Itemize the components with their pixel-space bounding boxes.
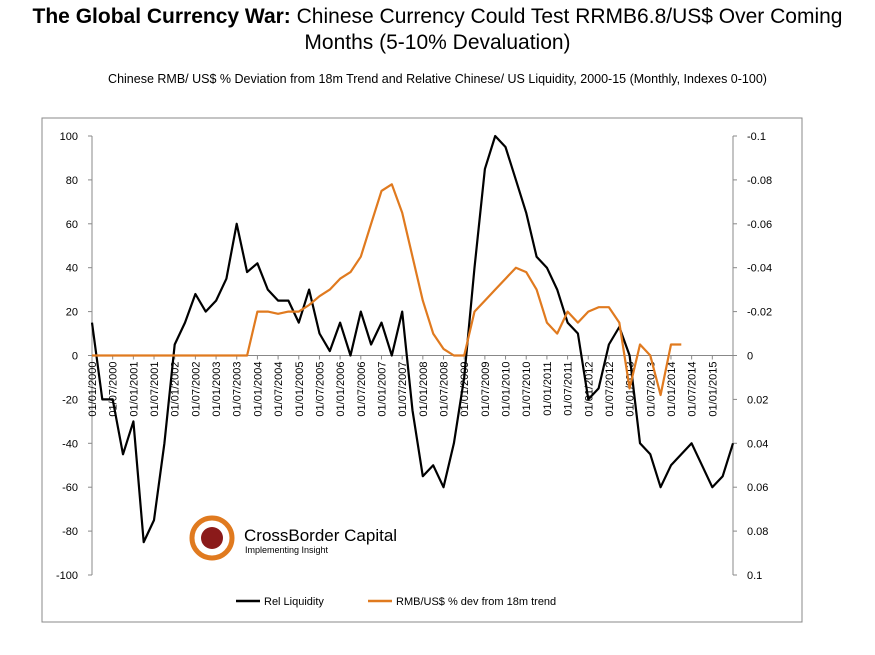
x-tick-label: 01/01/2007	[376, 362, 388, 417]
x-tick-label: 01/01/2004	[252, 362, 264, 417]
x-tick-label: 01/07/2009	[480, 362, 492, 417]
x-tick-label: 01/07/2006	[356, 362, 368, 417]
x-tick-label: 01/01/2010	[501, 362, 513, 417]
y-tick-label: -40	[62, 438, 78, 450]
x-tick-label: 01/01/2008	[418, 362, 430, 417]
y2-tick-label: 0.1	[747, 570, 762, 582]
x-tick-label: 01/07/2012	[604, 362, 616, 417]
x-tick-label: 01/07/2014	[687, 362, 699, 417]
legend-label: Rel Liquidity	[264, 596, 324, 608]
y-tick-label: 0	[72, 351, 78, 363]
y-tick-label: 40	[66, 263, 78, 275]
title-rest: Chinese Currency Could Test RRMB6.8/US$ …	[296, 5, 843, 54]
y2-tick-label: 0.06	[747, 482, 768, 494]
y2-tick-label: 0.02	[747, 394, 768, 406]
y2-tick-label: 0	[747, 351, 753, 363]
y-tick-label: -20	[62, 394, 78, 406]
y2-tick-label: 0.08	[747, 526, 768, 538]
series-line	[92, 183, 682, 397]
y2-tick-label: -0.04	[747, 263, 772, 275]
subtitle: Chinese RMB/ US$ % Deviation from 18m Tr…	[108, 72, 767, 86]
x-tick-label: 01/01/2003	[211, 362, 223, 417]
legend-label: RMB/US$ % dev from 18m trend	[396, 596, 556, 608]
x-tick-label: 01/01/2000	[87, 362, 99, 417]
logo-tagline: Implementing Insight	[245, 545, 329, 555]
x-tick-label: 01/01/2001	[128, 362, 140, 417]
x-tick-label: 01/01/2005	[294, 362, 306, 417]
x-tick-label: 01/01/2009	[459, 362, 471, 417]
x-tick-label: 01/07/2013	[645, 362, 657, 417]
y-tick-label: 60	[66, 219, 78, 231]
x-tick-label: 01/01/2012	[583, 362, 595, 417]
x-tick-label: 01/01/2002	[170, 362, 182, 417]
x-tick-label: 01/01/2015	[707, 362, 719, 417]
x-tick-label: 01/07/2002	[190, 362, 202, 417]
x-tick-label: 01/07/2010	[521, 362, 533, 417]
logo-ring	[189, 515, 235, 561]
y-tick-label: 100	[60, 131, 78, 143]
y2-tick-label: -0.08	[747, 175, 772, 187]
logo-name: CrossBorder Capital	[244, 526, 397, 545]
y2-tick-label: -0.02	[747, 307, 772, 319]
title-bold: The Global Currency War:	[32, 5, 291, 28]
y-tick-label: -60	[62, 482, 78, 494]
x-tick-label: 01/07/2003	[232, 362, 244, 417]
y-tick-label: -80	[62, 526, 78, 538]
x-tick-label: 01/01/2014	[666, 362, 678, 417]
x-tick-label: 01/07/2008	[439, 362, 451, 417]
y-tick-label: 20	[66, 307, 78, 319]
series-line	[90, 134, 735, 544]
x-tick-label: 01/07/2004	[273, 362, 285, 417]
y2-tick-label: 0.04	[747, 438, 768, 450]
x-tick-label: 01/07/2007	[397, 362, 409, 417]
x-tick-label: 01/07/2000	[108, 362, 120, 417]
x-tick-label: 01/07/2005	[314, 362, 326, 417]
y2-tick-label: -0.1	[747, 131, 766, 143]
x-tick-label: 01/01/2006	[335, 362, 347, 417]
y-tick-label: 80	[66, 175, 78, 187]
logo-core	[201, 527, 223, 549]
x-tick-label: 01/07/2001	[149, 362, 161, 417]
title: The Global Currency War: Chinese Currenc…	[0, 4, 875, 56]
logo: CrossBorder Capital Implementing Insight	[189, 515, 397, 561]
chart-frame	[41, 117, 803, 623]
y2-tick-label: -0.06	[747, 219, 772, 231]
y-tick-label: -100	[56, 570, 78, 582]
x-tick-label: 01/07/2011	[563, 362, 575, 416]
x-tick-label: 01/01/2011	[542, 362, 554, 416]
